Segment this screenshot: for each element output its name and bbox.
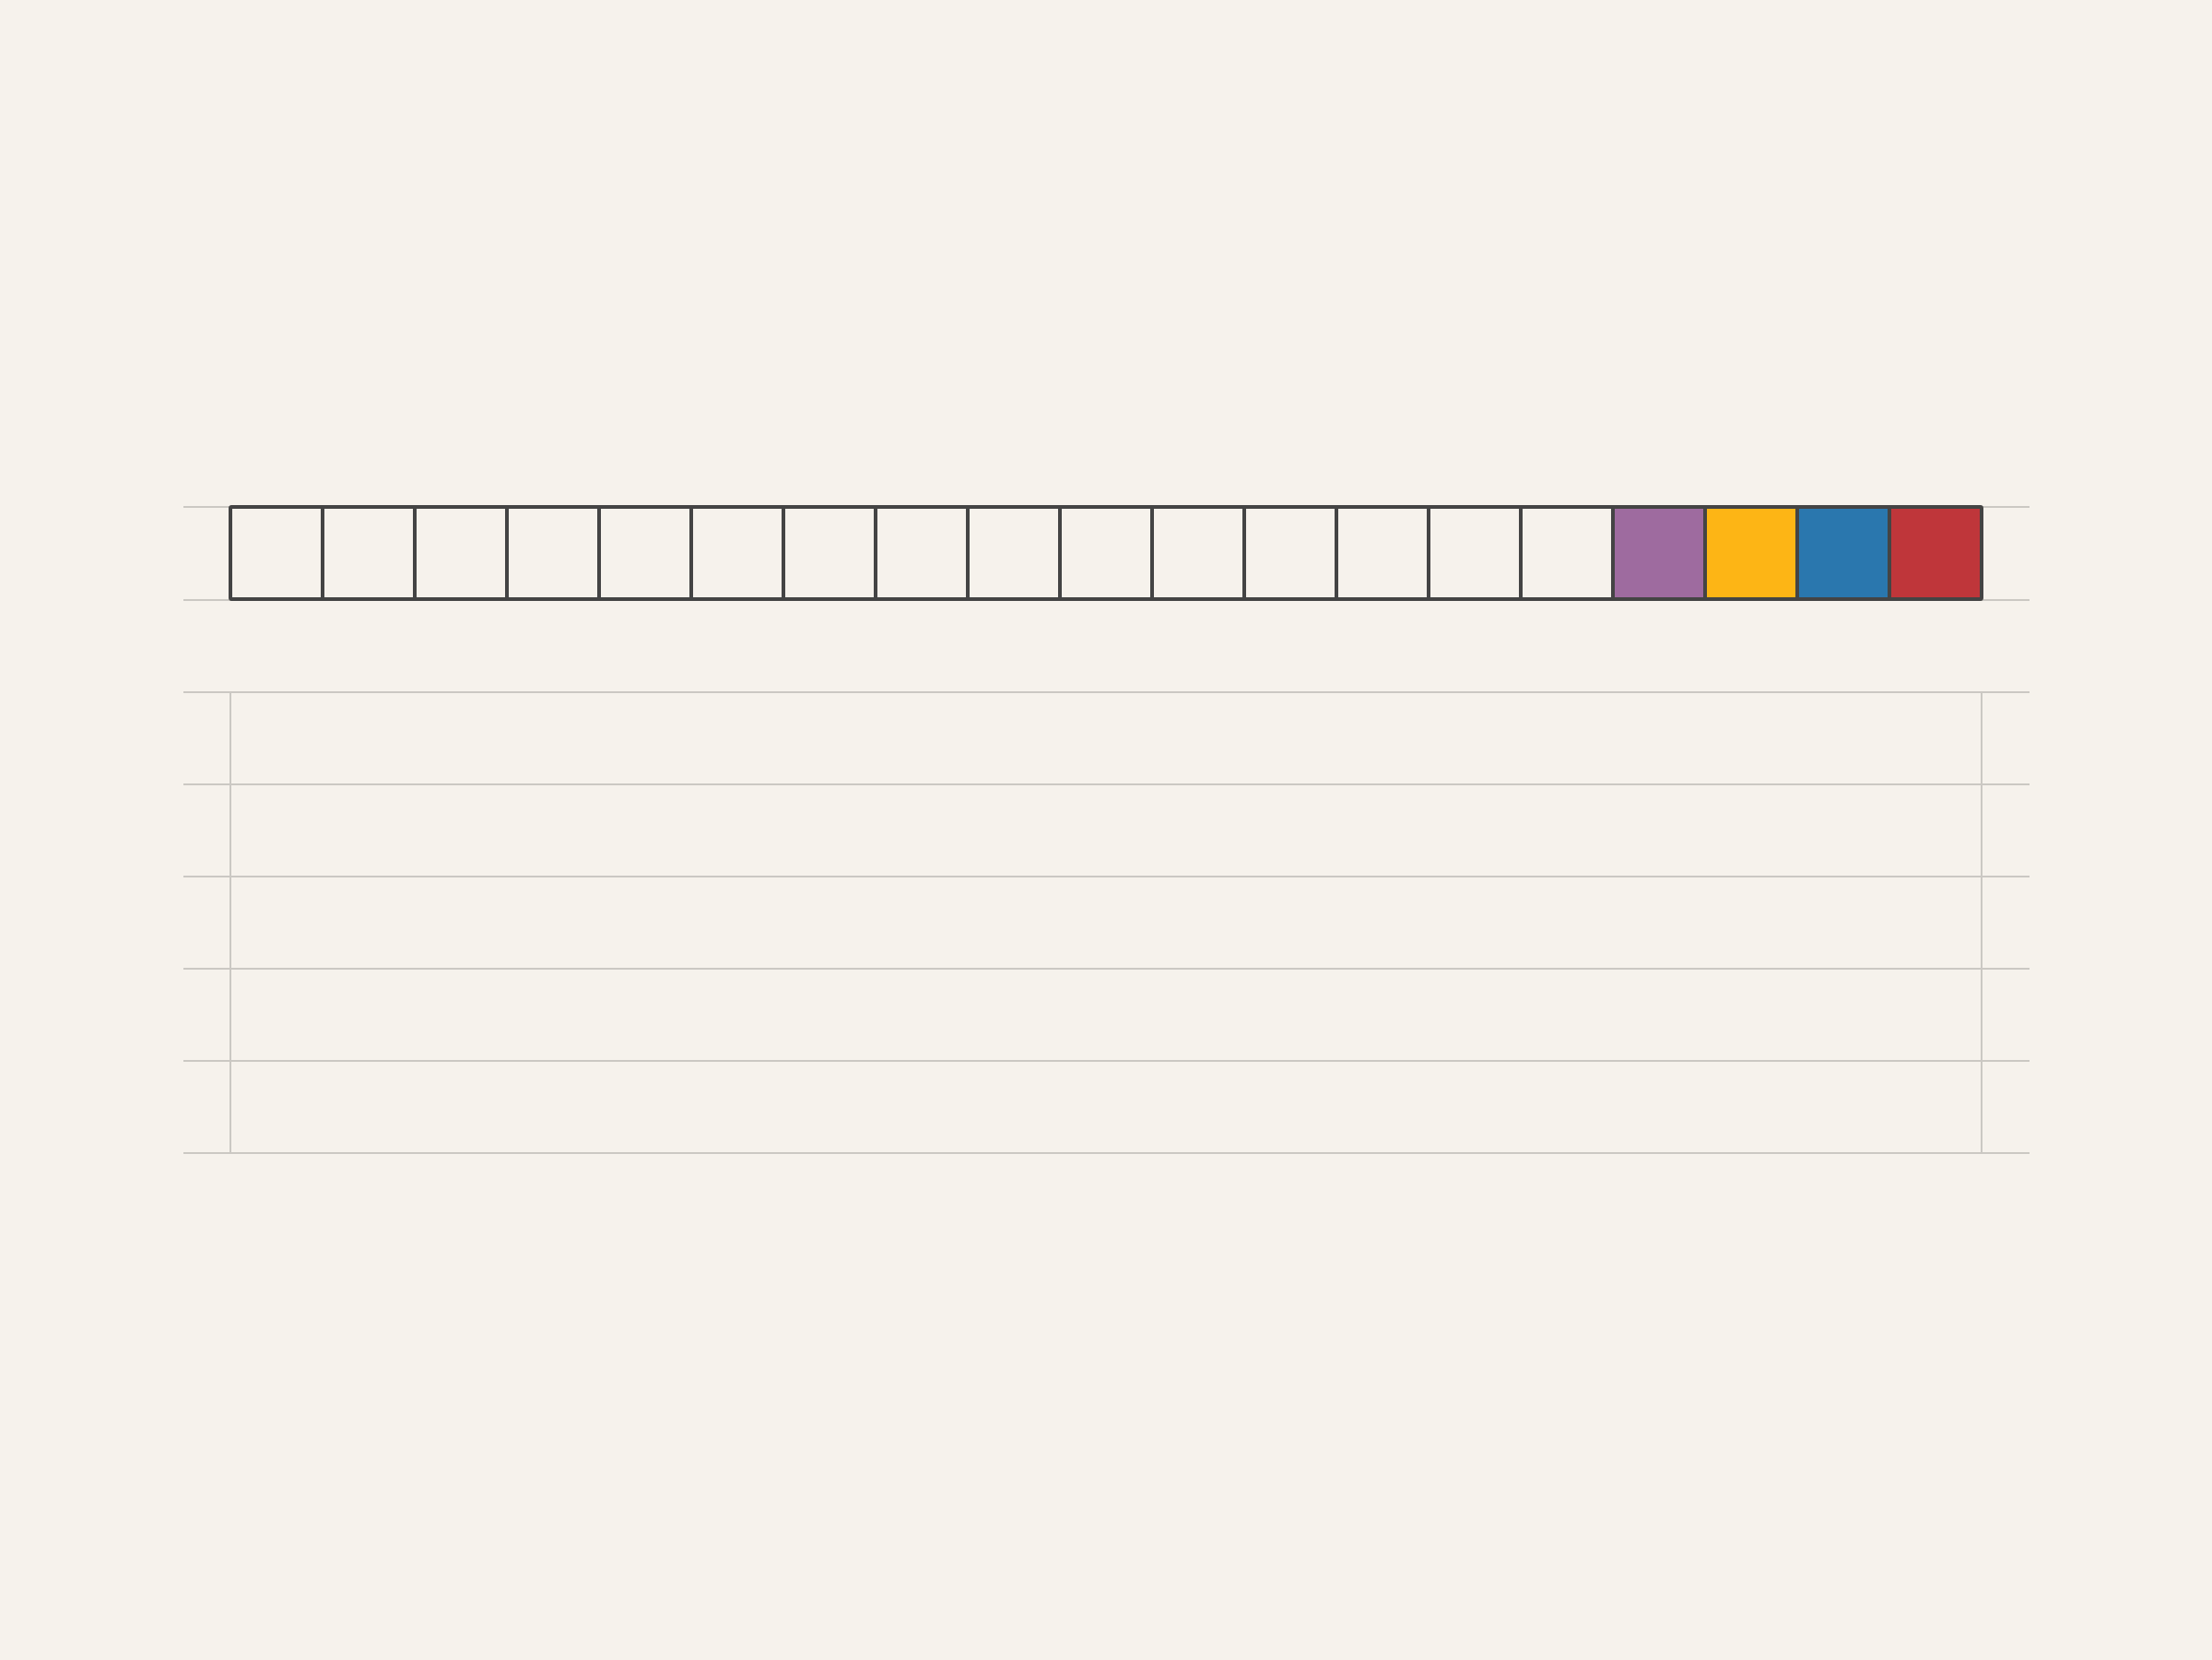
peg-cell-filled[interactable] <box>1891 509 1980 597</box>
peg-cell-empty[interactable] <box>1246 509 1338 597</box>
board-row-line <box>183 1060 2030 1062</box>
peg-cell-empty[interactable] <box>693 509 785 597</box>
board-row-line <box>183 876 2030 877</box>
peg-cell-empty[interactable] <box>1430 509 1523 597</box>
board-left-border <box>229 691 231 1153</box>
peg-cell-filled[interactable] <box>1799 509 1891 597</box>
board-right-border <box>1981 691 1983 1153</box>
peg-cell-empty[interactable] <box>509 509 601 597</box>
board-row-line <box>183 691 2030 693</box>
peg-cell-empty[interactable] <box>324 509 417 597</box>
peg-cell-empty[interactable] <box>785 509 877 597</box>
peg-cell-filled[interactable] <box>1615 509 1707 597</box>
peg-cell-empty[interactable] <box>1154 509 1246 597</box>
peg-cell-empty[interactable] <box>1062 509 1154 597</box>
board-row-line <box>183 783 2030 785</box>
code-row <box>229 505 1983 601</box>
board-row-line <box>183 968 2030 970</box>
peg-cell-filled[interactable] <box>1707 509 1799 597</box>
peg-cell-empty[interactable] <box>877 509 970 597</box>
peg-cell-empty[interactable] <box>1338 509 1430 597</box>
peg-cell-empty[interactable] <box>970 509 1062 597</box>
peg-cell-empty[interactable] <box>417 509 509 597</box>
board-row-line <box>183 1152 2030 1154</box>
peg-cell-empty[interactable] <box>1523 509 1615 597</box>
peg-cell-empty[interactable] <box>601 509 693 597</box>
peg-cell-empty[interactable] <box>232 509 324 597</box>
